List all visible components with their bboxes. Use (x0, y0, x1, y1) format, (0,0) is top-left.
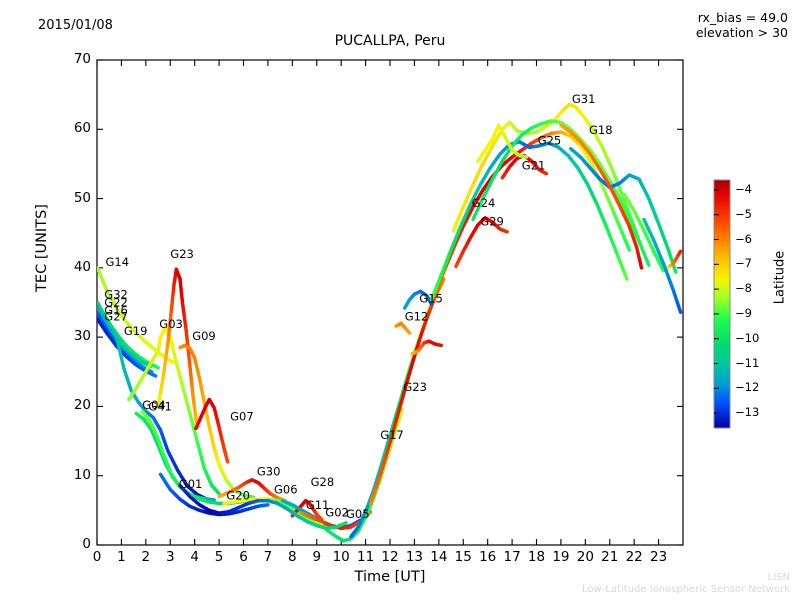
page-title: PUCALLPA, Peru (334, 33, 446, 49)
x-tick-label: 4 (190, 549, 199, 565)
series-label: G16 (104, 303, 128, 317)
colorbar-tick-label: −13 (735, 405, 760, 420)
x-tick-label: 16 (479, 549, 497, 565)
x-tick-label: 10 (332, 549, 350, 565)
x-tick-label: 13 (405, 549, 423, 565)
watermark-long: Low-Latitude Ionospheric Sensor Network (582, 584, 790, 595)
series-label: G19 (124, 324, 148, 338)
x-tick-label: 6 (239, 549, 248, 565)
elevation-text: elevation > 30 (695, 25, 788, 40)
x-tick-label: 8 (288, 549, 297, 565)
colorbar-ticks (714, 189, 719, 414)
x-tick-label: 21 (601, 549, 619, 565)
series-label: G27 (104, 310, 128, 324)
x-tick-label: 18 (527, 549, 546, 565)
x-tick-label: 17 (503, 549, 521, 565)
colorbar-tick-label: −4 (735, 181, 752, 196)
x-tick-label: 3 (165, 549, 175, 565)
series-label: G03 (159, 317, 183, 331)
colorbar-tick-label: −5 (735, 206, 752, 221)
y-tick-label: 0 (82, 536, 91, 552)
colorbar-tick-label: −11 (735, 355, 760, 370)
x-tick-label: 12 (381, 549, 399, 565)
x-tick-label: 0 (92, 549, 102, 565)
series-label: G24 (472, 196, 496, 210)
series-label: G06 (274, 483, 298, 497)
x-tick-label: 20 (576, 549, 594, 565)
series-label: G20 (226, 488, 250, 502)
colorbar (713, 179, 731, 429)
y-tick-label: 10 (73, 466, 91, 483)
series-label: G18 (589, 123, 613, 137)
x-tick-label: 9 (312, 549, 322, 565)
series-label: G17 (380, 428, 404, 442)
colorbar-tick-label: −10 (735, 330, 760, 345)
series-label: G09 (192, 329, 216, 343)
x-tick-label: 23 (649, 549, 668, 565)
watermark-short: LISN (767, 572, 790, 583)
x-tick-label: 15 (454, 549, 472, 565)
x-axis-label: Time [UT] (354, 569, 426, 585)
x-tick-label: 19 (552, 549, 570, 565)
series-label: G14 (106, 255, 130, 269)
series-label: G31 (572, 92, 596, 106)
series-label: G21 (522, 159, 546, 173)
series-label: G11 (306, 498, 330, 512)
series-label: G02 (325, 506, 349, 520)
series-label: G28 (311, 475, 335, 489)
x-tick-label: 2 (141, 549, 151, 565)
x-tick-label: 7 (263, 549, 273, 565)
metadata-block: rx_bias = 49.0 elevation > 30 (696, 10, 788, 40)
series-label: G22 (104, 296, 128, 310)
series-label: G15 (419, 292, 443, 306)
rx-bias-text: rx_bias = 49.0 (697, 10, 788, 25)
y-tick-label: 50 (73, 189, 91, 206)
y-tick-label: 20 (73, 397, 91, 414)
watermark: LISN Low-Latitude Ionospheric Sensor Net… (582, 572, 790, 596)
colorbar-tick-label: −7 (735, 256, 752, 271)
x-tick-label: 22 (625, 549, 643, 565)
x-tick-label: 5 (214, 549, 224, 565)
data-series-layer (97, 102, 683, 543)
y-tick-label: 40 (73, 258, 91, 275)
y-tick-label: 30 (73, 328, 91, 345)
series-label: G01 (179, 477, 203, 491)
series-label: G23 (403, 380, 427, 394)
series-label: G07 (230, 409, 254, 423)
x-tick-label: 11 (356, 549, 375, 565)
axis-ticks (96, 59, 683, 546)
series-label: G04 (142, 398, 166, 412)
series-label: G30 (257, 465, 281, 479)
x-tick-label: 1 (117, 549, 126, 565)
y-tick-label: 70 (73, 51, 91, 67)
colorbar-tick-label: −8 (735, 281, 752, 296)
series-label: G25 (538, 134, 562, 148)
colorbar-tick-label: −12 (735, 380, 760, 395)
series-label: G05 (346, 507, 370, 521)
colorbar-tick-label: −6 (735, 231, 752, 246)
series-label: G32 (104, 287, 128, 301)
series-label: G12 (405, 310, 429, 324)
colorbar-tick-label: −9 (735, 305, 752, 320)
series-label: G29 (480, 215, 504, 229)
series-label: G41 (148, 400, 172, 414)
x-tick-label: 14 (430, 549, 448, 565)
series-label: G23 (170, 247, 194, 261)
y-tick-label: 60 (73, 120, 91, 137)
date-label: 2015/01/08 (38, 18, 113, 33)
